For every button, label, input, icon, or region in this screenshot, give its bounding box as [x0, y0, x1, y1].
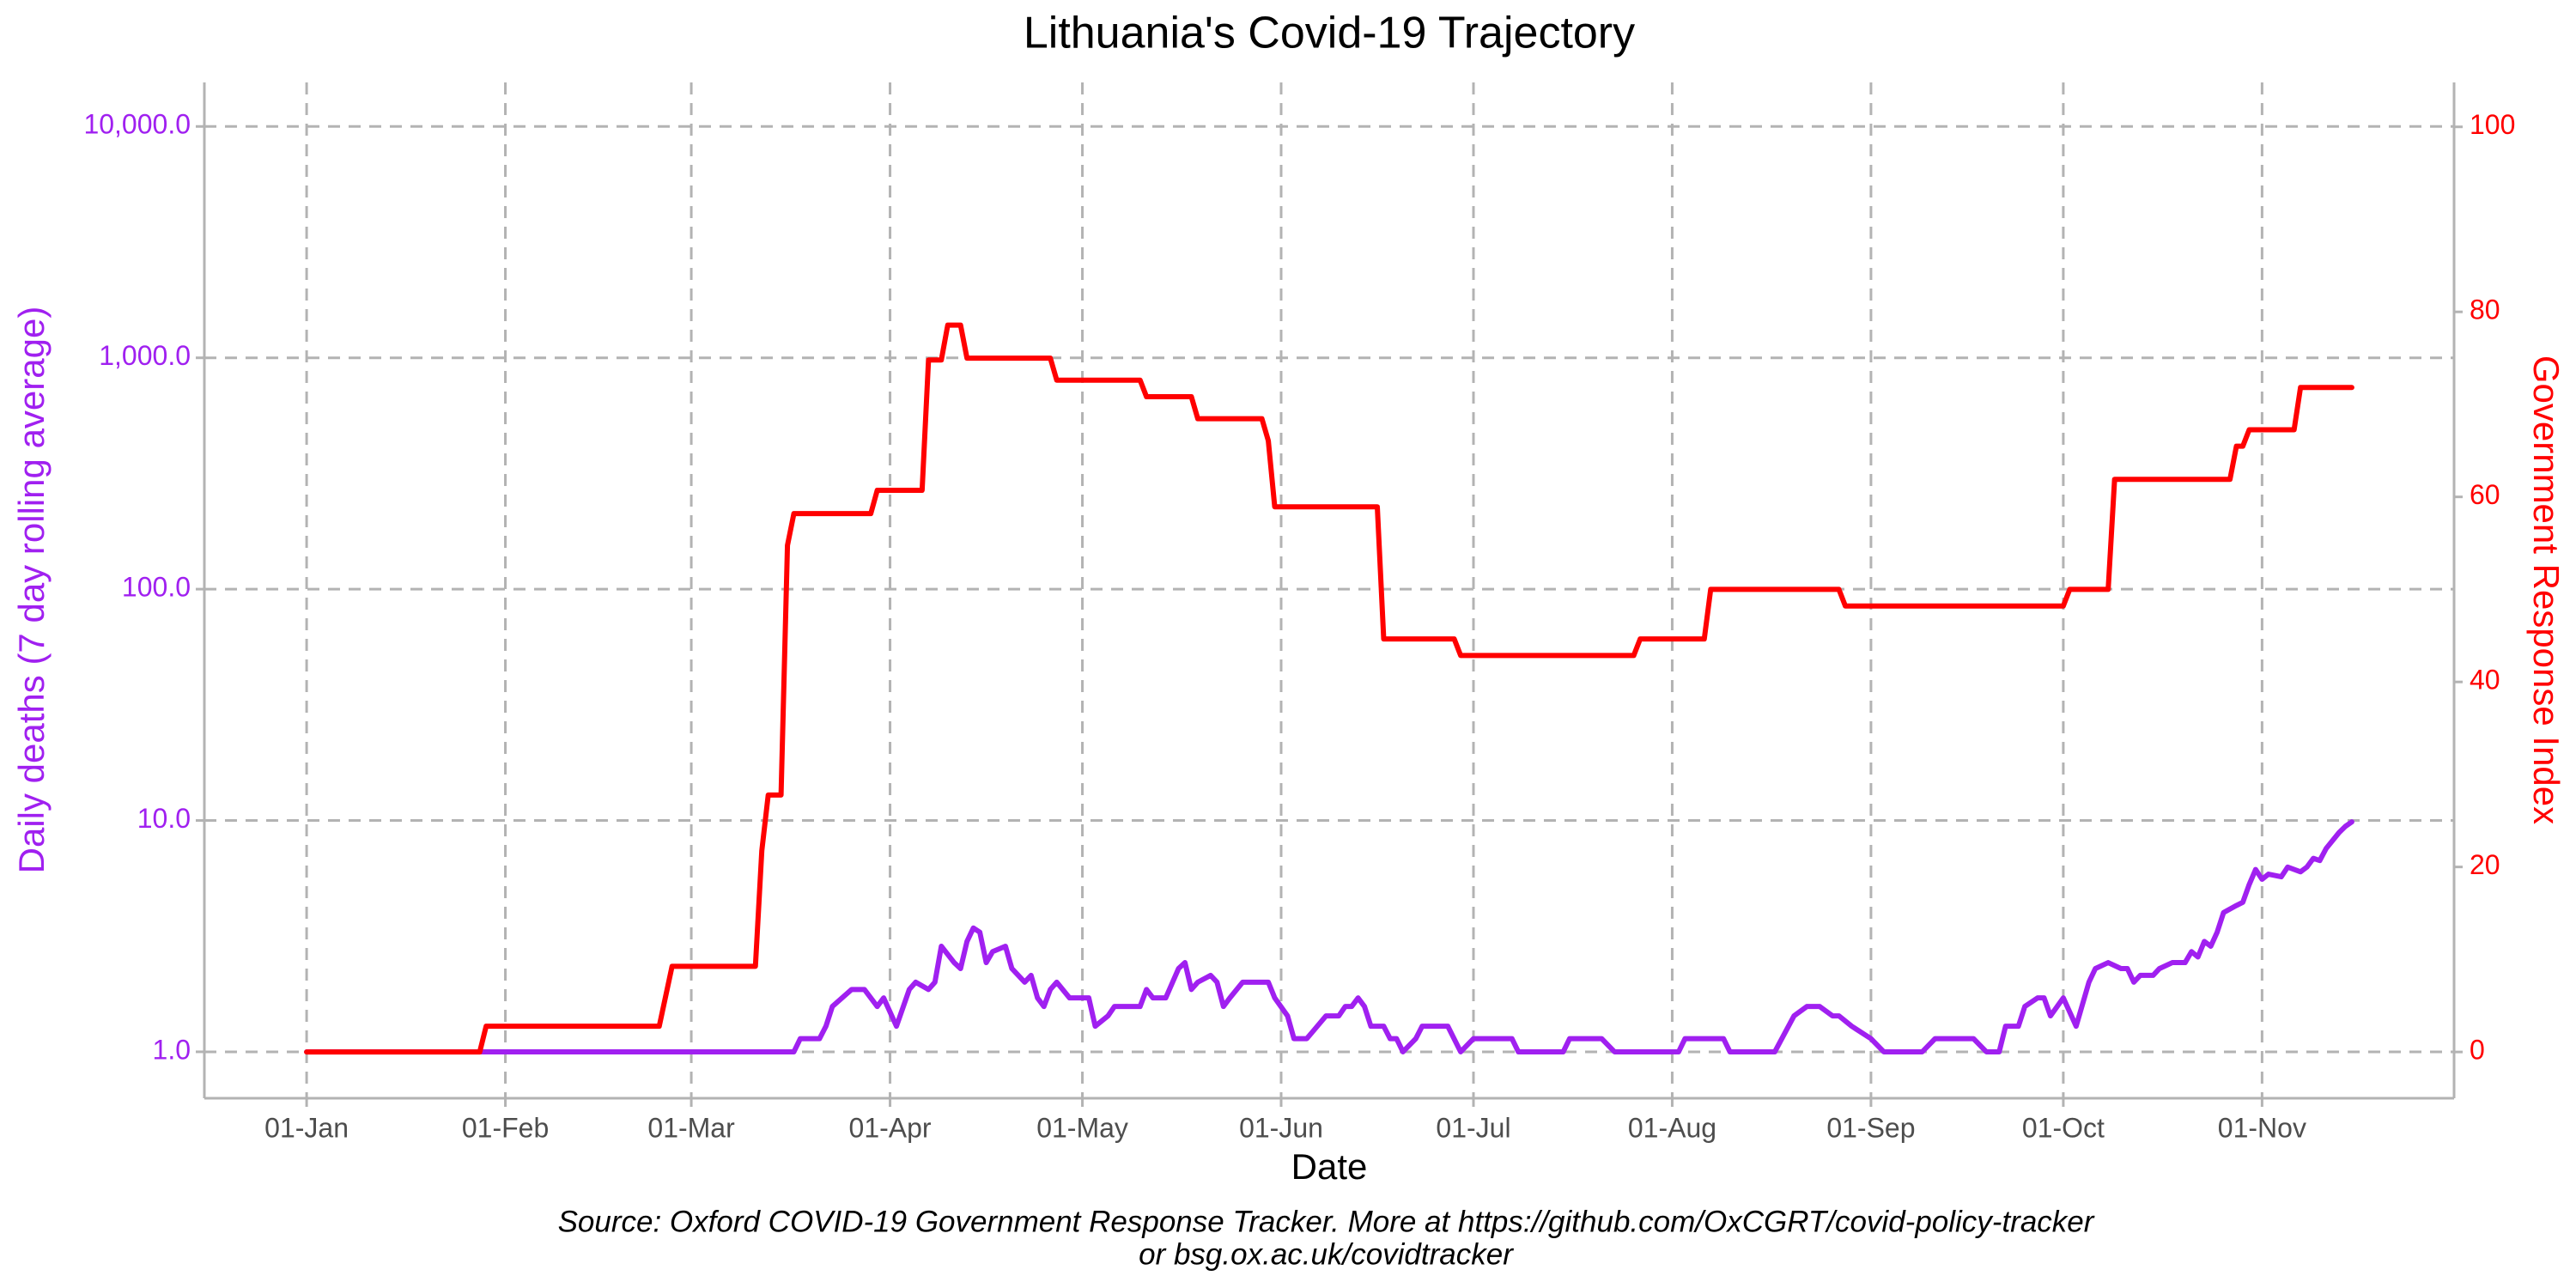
caption: Source: Oxford COVID-19 Government Respo…	[558, 1205, 2095, 1238]
y-tick-label: 1.0	[153, 1034, 191, 1065]
y-tick-label: 100.0	[122, 572, 191, 603]
y2-tick-label: 80	[2470, 295, 2500, 325]
y-tick-label: 10,000.0	[83, 109, 191, 140]
x-tick-label: 01-Sep	[1826, 1112, 1915, 1143]
chart-title: Lithuania's Covid-19 Trajectory	[1024, 9, 1635, 58]
y2-tick-label: 100	[2470, 109, 2515, 140]
y2-tick-label: 20	[2470, 849, 2500, 880]
x-axis-title: Date	[1291, 1146, 1368, 1187]
y-tick-label: 1,000.0	[99, 340, 191, 371]
x-tick-label: 01-May	[1036, 1112, 1128, 1143]
data-line	[304, 819, 2354, 1054]
y2-tick-label: 40	[2470, 665, 2500, 696]
x-tick-label: 01-Jul	[1436, 1112, 1510, 1143]
y2-tick-label: 0	[2470, 1035, 2485, 1066]
x-tick-label: 01-Nov	[2218, 1112, 2306, 1143]
caption: or bsg.ox.ac.uk/covidtracker	[1139, 1237, 1514, 1271]
x-tick-label: 01-Jan	[264, 1112, 349, 1143]
x-tick-label: 01-Apr	[849, 1112, 932, 1143]
x-tick-label: 01-Oct	[2022, 1112, 2105, 1143]
data-line	[304, 322, 2354, 1055]
x-tick-label: 01-Jun	[1239, 1112, 1323, 1143]
x-tick-label: 01-Aug	[1628, 1112, 1716, 1143]
y-tick-label: 10.0	[137, 803, 191, 834]
x-tick-label: 01-Feb	[462, 1112, 549, 1143]
x-tick-label: 01-Mar	[647, 1112, 735, 1143]
y2-tick-label: 60	[2470, 479, 2500, 510]
y-axis-title: Daily deaths (7 day rolling average)	[11, 307, 52, 874]
y2-axis-title: Government Response Index	[2526, 355, 2567, 824]
